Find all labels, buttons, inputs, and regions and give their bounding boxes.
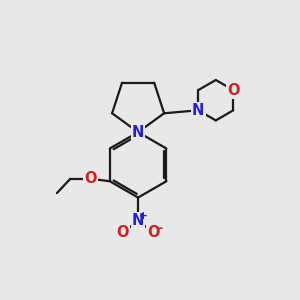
Text: -: - <box>157 222 162 235</box>
Text: N: N <box>132 213 144 228</box>
Text: N: N <box>132 125 144 140</box>
Text: N: N <box>192 103 205 118</box>
Text: +: + <box>139 211 148 221</box>
Text: O: O <box>116 225 129 240</box>
Text: O: O <box>147 225 160 240</box>
Text: O: O <box>227 82 240 98</box>
Text: O: O <box>84 171 97 186</box>
